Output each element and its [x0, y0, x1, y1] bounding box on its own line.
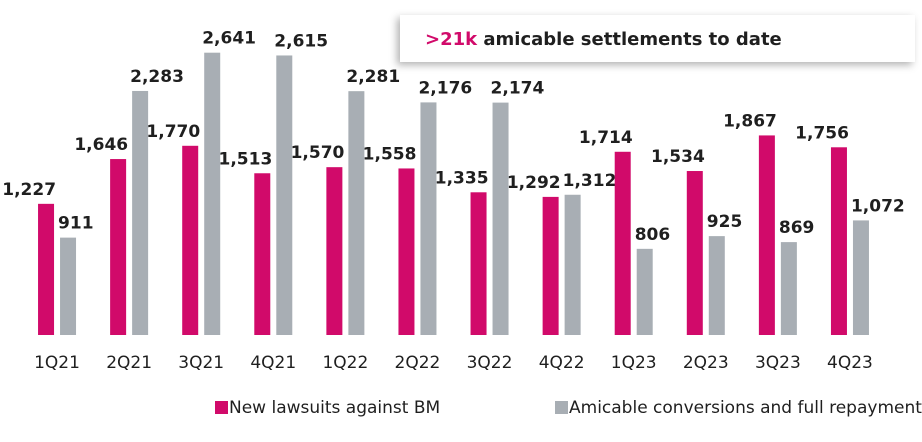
x-tick-label: 1Q22: [322, 353, 368, 373]
x-tick-label: 2Q21: [106, 353, 152, 373]
value-label: 1,292: [507, 173, 561, 193]
value-label: 869: [779, 218, 815, 238]
bar: [204, 52, 221, 335]
value-label: 2,281: [346, 67, 400, 87]
value-label: 911: [58, 214, 94, 234]
bar: [326, 167, 343, 335]
legend-label: New lawsuits against BM: [229, 398, 440, 418]
x-tick-label: 4Q22: [539, 353, 585, 373]
x-tick-label: 2Q23: [683, 353, 729, 373]
value-label: 1,646: [74, 135, 128, 155]
value-label: 1,770: [146, 122, 200, 142]
value-label: 2,176: [418, 78, 472, 98]
bar: [420, 102, 437, 336]
annotation: >21k amicable settlements to date: [425, 29, 782, 50]
value-label: 1,335: [435, 168, 489, 188]
value-label: 1,714: [579, 128, 633, 148]
bar: [132, 90, 149, 335]
value-label: 925: [707, 212, 743, 232]
bar: [830, 147, 847, 335]
value-label: 2,283: [130, 67, 184, 87]
bar: [780, 242, 797, 335]
value-label: 1,534: [651, 147, 705, 167]
bar: [110, 159, 127, 335]
value-label: 1,312: [563, 171, 617, 191]
annotation-highlight: >21k: [425, 29, 478, 50]
bar: [564, 194, 581, 335]
value-label: 1,867: [723, 111, 777, 131]
value-label: 2,174: [491, 79, 545, 99]
value-label: 2,641: [202, 29, 256, 49]
x-tick-label: 1Q23: [611, 353, 657, 373]
legend-swatch: [555, 401, 568, 414]
value-label: 1,072: [851, 196, 905, 216]
x-tick-label: 2Q22: [395, 353, 441, 373]
annotation-text: amicable settlements to date: [483, 29, 781, 50]
bar: [470, 192, 487, 335]
value-label: 1,570: [291, 143, 345, 163]
bar: [636, 248, 653, 335]
bar: [542, 196, 559, 335]
bar: [852, 220, 869, 335]
x-tick-label: 4Q21: [250, 353, 296, 373]
value-label: 1,756: [795, 123, 849, 143]
bar: [686, 171, 703, 335]
bar: [348, 91, 365, 335]
value-label: 2,615: [274, 31, 328, 51]
annotation-box: [400, 15, 915, 62]
x-tick-label: 3Q23: [755, 353, 801, 373]
bar: [38, 203, 55, 335]
bar: [708, 236, 725, 335]
x-tick-label: 4Q23: [827, 353, 873, 373]
x-tick-label: 3Q21: [178, 353, 224, 373]
bar: [758, 135, 775, 335]
legend-label: Amicable conversions and full repayments: [569, 398, 922, 418]
value-label: 806: [635, 225, 671, 245]
value-label: 1,227: [2, 180, 56, 200]
bar: [254, 173, 271, 335]
bar: [398, 168, 415, 335]
bar: [60, 237, 77, 335]
x-tick-label: 3Q22: [467, 353, 513, 373]
x-tick-label: 1Q21: [34, 353, 80, 373]
bar: [614, 151, 631, 335]
bar: [276, 55, 293, 336]
value-label: 1,513: [219, 149, 273, 169]
value-label: 1,558: [363, 144, 417, 164]
legend-swatch: [215, 401, 228, 414]
bar: [182, 145, 199, 335]
bar: [492, 102, 509, 335]
